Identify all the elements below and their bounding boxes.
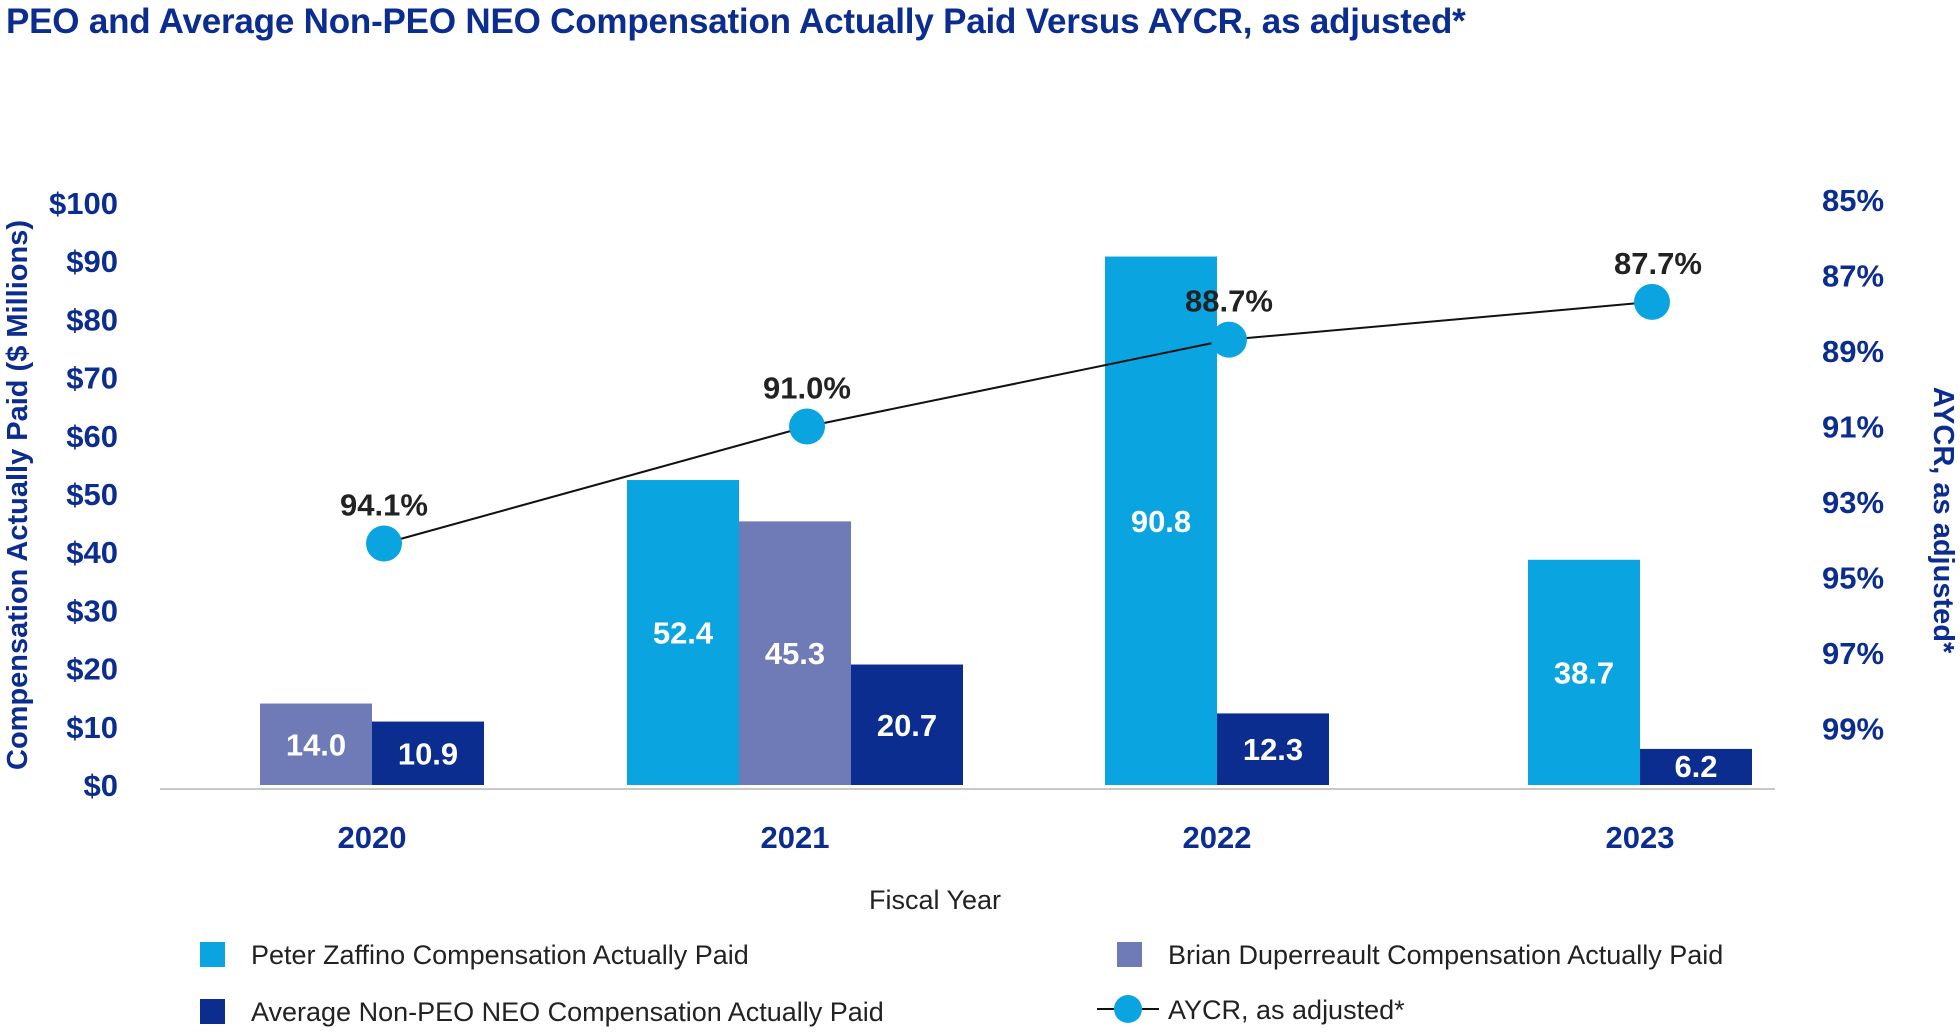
y-tick-label: $50 [66,477,118,512]
x-tick-label: 2022 [1183,820,1252,855]
bars-group [260,256,1752,785]
bar-label-zaffino-2023: 38.7 [1554,655,1614,690]
x-tick-label: 2020 [338,820,407,855]
y-tick-label: $40 [66,535,118,570]
y-tick-label: $90 [66,244,118,279]
aycr-point-2020 [366,525,402,562]
bar-label-zaffino-2021: 52.4 [653,616,714,651]
legend-swatch-duperreault [1117,942,1142,967]
aycr-label-2021: 91.0% [763,371,851,406]
y-tick-label: $30 [66,593,118,628]
y2-tick-label: 95% [1822,561,1884,596]
y-tick-label: $20 [66,652,118,687]
bar-label-duperreault-2021: 45.3 [765,636,825,671]
bar-label-non-peo-2020: 10.9 [398,736,458,771]
x-axis-ticks: 2020 2021 2022 2023 [338,820,1675,855]
y2-tick-label: 99% [1822,712,1884,747]
bar-zaffino-2023 [1528,559,1640,785]
y-axis-label: Compensation Actually Paid ($ Millions) [2,220,34,770]
y-tick-label: $60 [66,419,118,454]
y-tick-label: $80 [66,302,118,337]
aycr-line-group: 94.1% 91.0% 88.7% 87.7% [340,246,1702,562]
aycr-label-2023: 87.7% [1614,246,1702,281]
bar-label-non-peo-2022: 12.3 [1243,732,1303,767]
bar-label-zaffino-2022: 90.8 [1131,504,1191,539]
aycr-point-2022 [1211,321,1247,358]
y-tick-label: $100 [49,186,118,221]
y-axis-ticks: $0 $10 $20 $30 $40 $50 $60 $70 $80 $90 $100 [49,186,118,803]
bar-zaffino-2022 [1105,256,1217,785]
y2-axis-label: AYCR, as adjusted* [1927,387,1959,654]
aycr-label-2020: 94.1% [340,488,428,523]
legend-swatch-zaffino [200,942,225,967]
legend-label-aycr: AYCR, as adjusted* [1168,995,1405,1025]
chart-title: PEO and Average Non-PEO NEO Compensation… [6,2,1466,41]
y-tick-label: $10 [66,710,118,745]
legend-swatch-non-peo [200,999,225,1024]
y2-tick-label: 91% [1822,410,1884,445]
legend: Peter Zaffino Compensation Actually Paid… [200,940,1723,1027]
y2-tick-label: 93% [1822,485,1884,520]
bar-labels-group: 14.0 10.9 52.4 45.3 20.7 90.8 12.3 38.7 6.2 [286,504,1718,784]
bar-label-non-peo-2021: 20.7 [877,708,937,743]
bar-non-peo-2023 [1640,748,1752,785]
legend-marker-aycr [1114,995,1142,1023]
bar-zaffino-2021 [627,480,739,785]
x-axis-label: Fiscal Year [869,885,1001,915]
y-tick-label: $0 [84,768,118,803]
bar-duperreault-2021 [739,521,851,785]
legend-label-zaffino: Peter Zaffino Compensation Actually Paid [251,940,749,970]
aycr-line [383,300,1653,545]
y2-axis-ticks: 85% 87% 89% 91% 93% 95% 97% 99% [1822,183,1884,747]
aycr-point-2021 [789,408,825,445]
y2-tick-label: 85% [1822,183,1884,218]
legend-label-non-peo: Average Non-PEO NEO Compensation Actuall… [251,997,884,1027]
y2-tick-label: 89% [1822,334,1884,369]
y-tick-label: $70 [66,361,118,396]
aycr-label-2022: 88.7% [1185,284,1273,319]
x-tick-label: 2021 [761,820,830,855]
legend-label-duperreault: Brian Duperreault Compensation Actually … [1168,940,1723,970]
bar-label-non-peo-2023: 6.2 [1674,749,1717,784]
bar-non-peo-2020 [372,721,484,785]
bar-non-peo-2021 [851,664,963,785]
bar-non-peo-2022 [1217,713,1329,785]
y2-tick-label: 97% [1822,636,1884,671]
bar-duperreault-2020 [260,703,372,785]
y2-tick-label: 87% [1822,259,1884,294]
x-tick-label: 2023 [1606,820,1675,855]
bar-label-duperreault-2020: 14.0 [286,727,346,762]
aycr-point-2023 [1634,283,1670,320]
